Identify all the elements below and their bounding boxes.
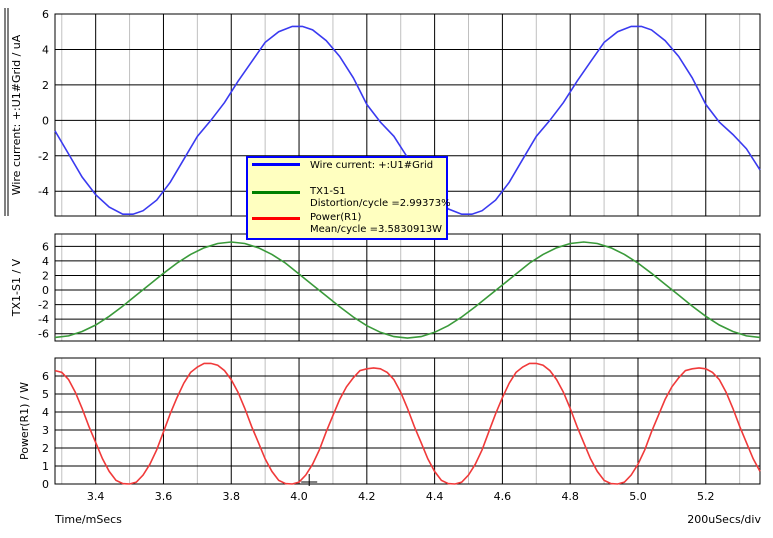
y-tick-label-6: 6 <box>42 240 49 253</box>
y-tick-label-2: 2 <box>42 79 49 92</box>
legend-swatch-power-r1 <box>252 217 300 220</box>
legend-item-wire-current: Wire current: +:U1#Grid <box>252 160 446 186</box>
x-tick-label-4-2: 4.2 <box>358 490 376 503</box>
y-tick-label-1: 1 <box>42 460 49 473</box>
x-scale-label: 200uSecs/div <box>687 513 761 526</box>
y-tick-label-4: 4 <box>42 406 49 419</box>
y-tick-label-4: 4 <box>42 43 49 56</box>
x-axis-label: Time/mSecs <box>55 513 122 526</box>
legend-item-power-r1: Power(R1) Mean/cycle =3.5830913W <box>252 212 446 238</box>
plot-frame <box>54 357 761 485</box>
x-tick-label-5-2: 5.2 <box>697 490 715 503</box>
legend-label-power-r1: Power(R1) Mean/cycle =3.5830913W <box>310 212 442 235</box>
y-axis-label: Wire current: +:U1#Grid / uA <box>10 34 23 195</box>
x-tick-label-5: 5.0 <box>629 490 647 503</box>
x-tick-label-3-6: 3.6 <box>155 490 173 503</box>
y-tick-label-5: 5 <box>42 388 49 401</box>
x-tick-label-3-8: 3.8 <box>223 490 241 503</box>
y-tick-label-2: -2 <box>38 150 49 163</box>
y-tick-label-4: -4 <box>38 185 49 198</box>
y-tick-label-6: 6 <box>42 8 49 21</box>
legend-swatch-tx1-s1 <box>252 191 300 194</box>
y-tick-label-0: 0 <box>42 284 49 297</box>
x-tick-label-4-4: 4.4 <box>426 490 444 503</box>
y-tick-label-3: 3 <box>42 424 49 437</box>
legend-label-wire-current: Wire current: +:U1#Grid <box>310 160 434 171</box>
y-axis-label: TX1-S1 / V <box>10 258 23 317</box>
series-line-power-r1 <box>54 362 761 485</box>
y-tick-label-2: 2 <box>42 442 49 455</box>
y-tick-label-4: 4 <box>42 255 49 268</box>
y-tick-label-6: -6 <box>38 328 49 341</box>
chart-panel-3: 6 5 4 3 2 1 0 Power(R1) / W <box>18 357 761 491</box>
y-tick-label-6: 6 <box>42 370 49 383</box>
plot-frame <box>54 233 761 342</box>
y-tick-label-2: -2 <box>38 299 49 312</box>
series-line-tx1-s1 <box>54 241 761 339</box>
legend-box[interactable]: Wire current: +:U1#Grid TX1-S1 Distortio… <box>246 156 451 240</box>
x-tick-label-4-8: 4.8 <box>561 490 579 503</box>
legend-swatch-wire-current <box>252 163 300 166</box>
x-tick-label-4: 4.0 <box>290 490 308 503</box>
y-tick-label-0: 0 <box>42 478 49 491</box>
chart-panel-2: 6 42 0 -2-4 -6 TX1-S1 / V <box>10 233 761 342</box>
y-tick-label-2: 2 <box>42 269 49 282</box>
legend-label-tx1-s1: TX1-S1 Distortion/cycle =2.99373% <box>310 186 451 209</box>
y-axis-label: Power(R1) / W <box>18 382 31 460</box>
y-tick-label-4: -4 <box>38 313 49 326</box>
x-tick-label-3-4: 3.4 <box>87 490 105 503</box>
x-tick-label-4-6: 4.6 <box>494 490 512 503</box>
legend-item-tx1-s1: TX1-S1 Distortion/cycle =2.99373% <box>252 186 451 212</box>
y-tick-label-0: 0 <box>42 114 49 127</box>
